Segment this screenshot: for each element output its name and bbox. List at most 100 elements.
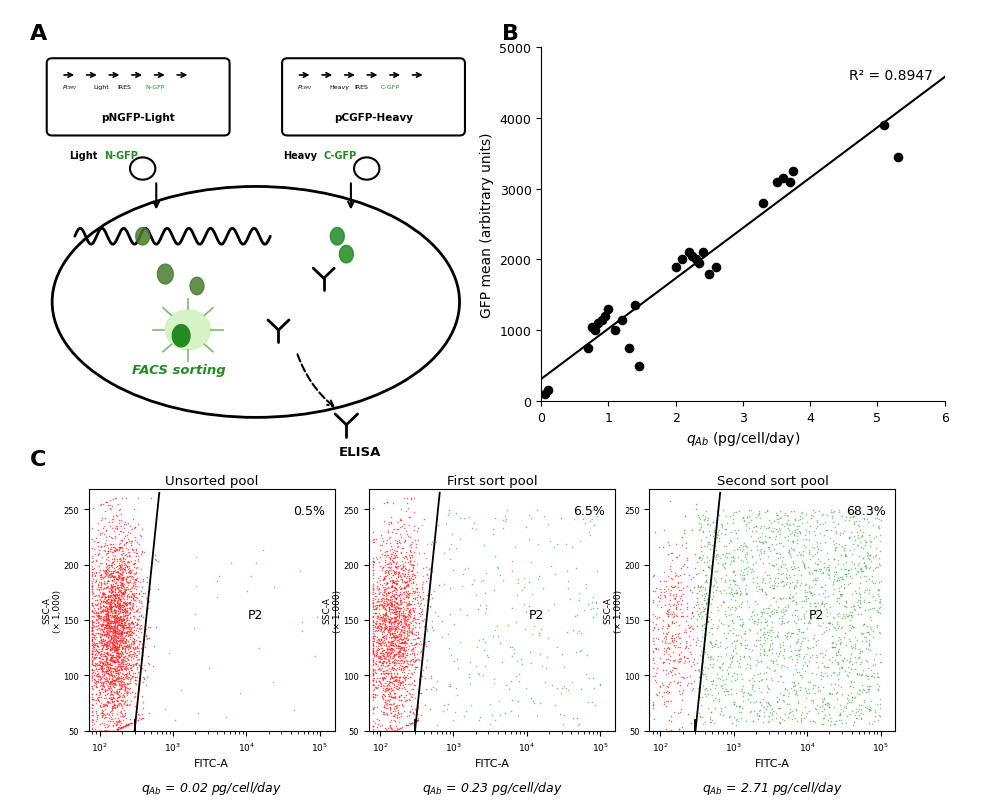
Point: [861, 587, 877, 600]
Point: [105, 556, 121, 569]
Point: [863, 695, 879, 707]
Point: [398, 635, 413, 648]
Point: [406, 648, 422, 661]
Point: [102, 683, 118, 696]
Point: [384, 638, 400, 651]
Point: [660, 618, 676, 631]
Point: [706, 572, 721, 585]
Point: [85, 634, 100, 646]
Point: [791, 545, 807, 558]
Point: [386, 524, 401, 536]
Point: [379, 666, 395, 679]
Point: [407, 615, 423, 628]
Point: [102, 675, 118, 687]
Point: [736, 650, 752, 663]
Point: [365, 556, 381, 569]
Point: [111, 679, 127, 692]
Polygon shape: [136, 228, 150, 246]
Point: [704, 706, 719, 719]
Point: [786, 677, 802, 690]
Point: [393, 645, 408, 658]
Point: [412, 598, 428, 611]
Point: [394, 697, 409, 710]
Point: [129, 657, 145, 670]
Point: [109, 616, 125, 629]
Point: [707, 638, 722, 651]
Point: [755, 536, 770, 548]
Point: [118, 633, 134, 646]
Point: [800, 676, 816, 689]
Point: [732, 661, 748, 674]
Point: [789, 530, 805, 543]
Point: [114, 672, 130, 685]
Point: [95, 604, 111, 617]
Point: [104, 580, 120, 593]
Point: [119, 590, 135, 603]
Point: [392, 646, 407, 658]
Point: [99, 616, 115, 629]
Point: [124, 628, 140, 641]
Point: [847, 604, 863, 617]
Point: [392, 642, 407, 655]
Point: [393, 601, 408, 614]
Point: [402, 552, 418, 565]
Point: [96, 673, 112, 686]
Point: [503, 705, 519, 718]
Point: [666, 581, 682, 593]
Point: [723, 551, 739, 564]
Point: [807, 564, 823, 577]
Point: [660, 610, 676, 623]
Point: [104, 601, 120, 614]
Point: [718, 569, 734, 582]
Point: [725, 617, 741, 630]
Point: [739, 546, 755, 559]
Point: [100, 672, 116, 685]
Point: [377, 601, 393, 613]
Point: [400, 564, 416, 577]
Point: [701, 626, 716, 639]
Point: [85, 693, 100, 706]
Point: [102, 625, 118, 638]
Point: [396, 624, 411, 637]
Point: [94, 625, 110, 638]
Point: [128, 634, 144, 646]
Point: [404, 645, 420, 658]
Point: [779, 661, 795, 674]
Point: [123, 629, 139, 642]
Point: [477, 607, 493, 620]
Point: [765, 626, 780, 638]
Point: [671, 548, 687, 561]
Point: [713, 650, 729, 663]
Point: [136, 673, 152, 686]
Point: [770, 567, 786, 580]
Point: [873, 514, 889, 527]
Point: [108, 639, 124, 652]
Point: [478, 567, 494, 580]
Point: [127, 591, 143, 604]
Point: [839, 669, 855, 682]
Point: [122, 717, 138, 730]
Point: [119, 621, 135, 634]
Point: [98, 614, 114, 627]
Point: [366, 650, 382, 662]
Point: [749, 577, 765, 589]
Point: [379, 570, 395, 583]
Point: [727, 524, 743, 537]
Point: [399, 611, 414, 624]
Point: [390, 642, 405, 655]
Point: [732, 589, 748, 602]
Point: [834, 717, 850, 730]
Point: [113, 657, 129, 670]
Point: [119, 536, 135, 549]
Point: [98, 639, 114, 652]
Point: [729, 586, 745, 599]
Point: [697, 661, 712, 674]
Point: [378, 646, 394, 659]
Point: [841, 666, 857, 679]
Point: [770, 563, 786, 576]
Point: [112, 611, 128, 624]
Point: [471, 714, 487, 727]
Point: [697, 601, 712, 614]
Point: [94, 639, 110, 652]
Point: [718, 685, 734, 698]
